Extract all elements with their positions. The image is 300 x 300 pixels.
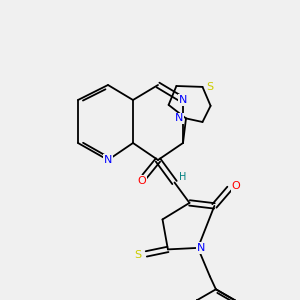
- Text: O: O: [137, 176, 146, 186]
- Text: S: S: [206, 82, 214, 92]
- Text: N: N: [104, 155, 112, 165]
- Text: H: H: [179, 172, 187, 182]
- Text: N: N: [179, 95, 187, 105]
- Text: S: S: [134, 250, 142, 260]
- Text: N: N: [175, 113, 184, 123]
- Text: N: N: [197, 243, 206, 253]
- Text: O: O: [232, 181, 240, 191]
